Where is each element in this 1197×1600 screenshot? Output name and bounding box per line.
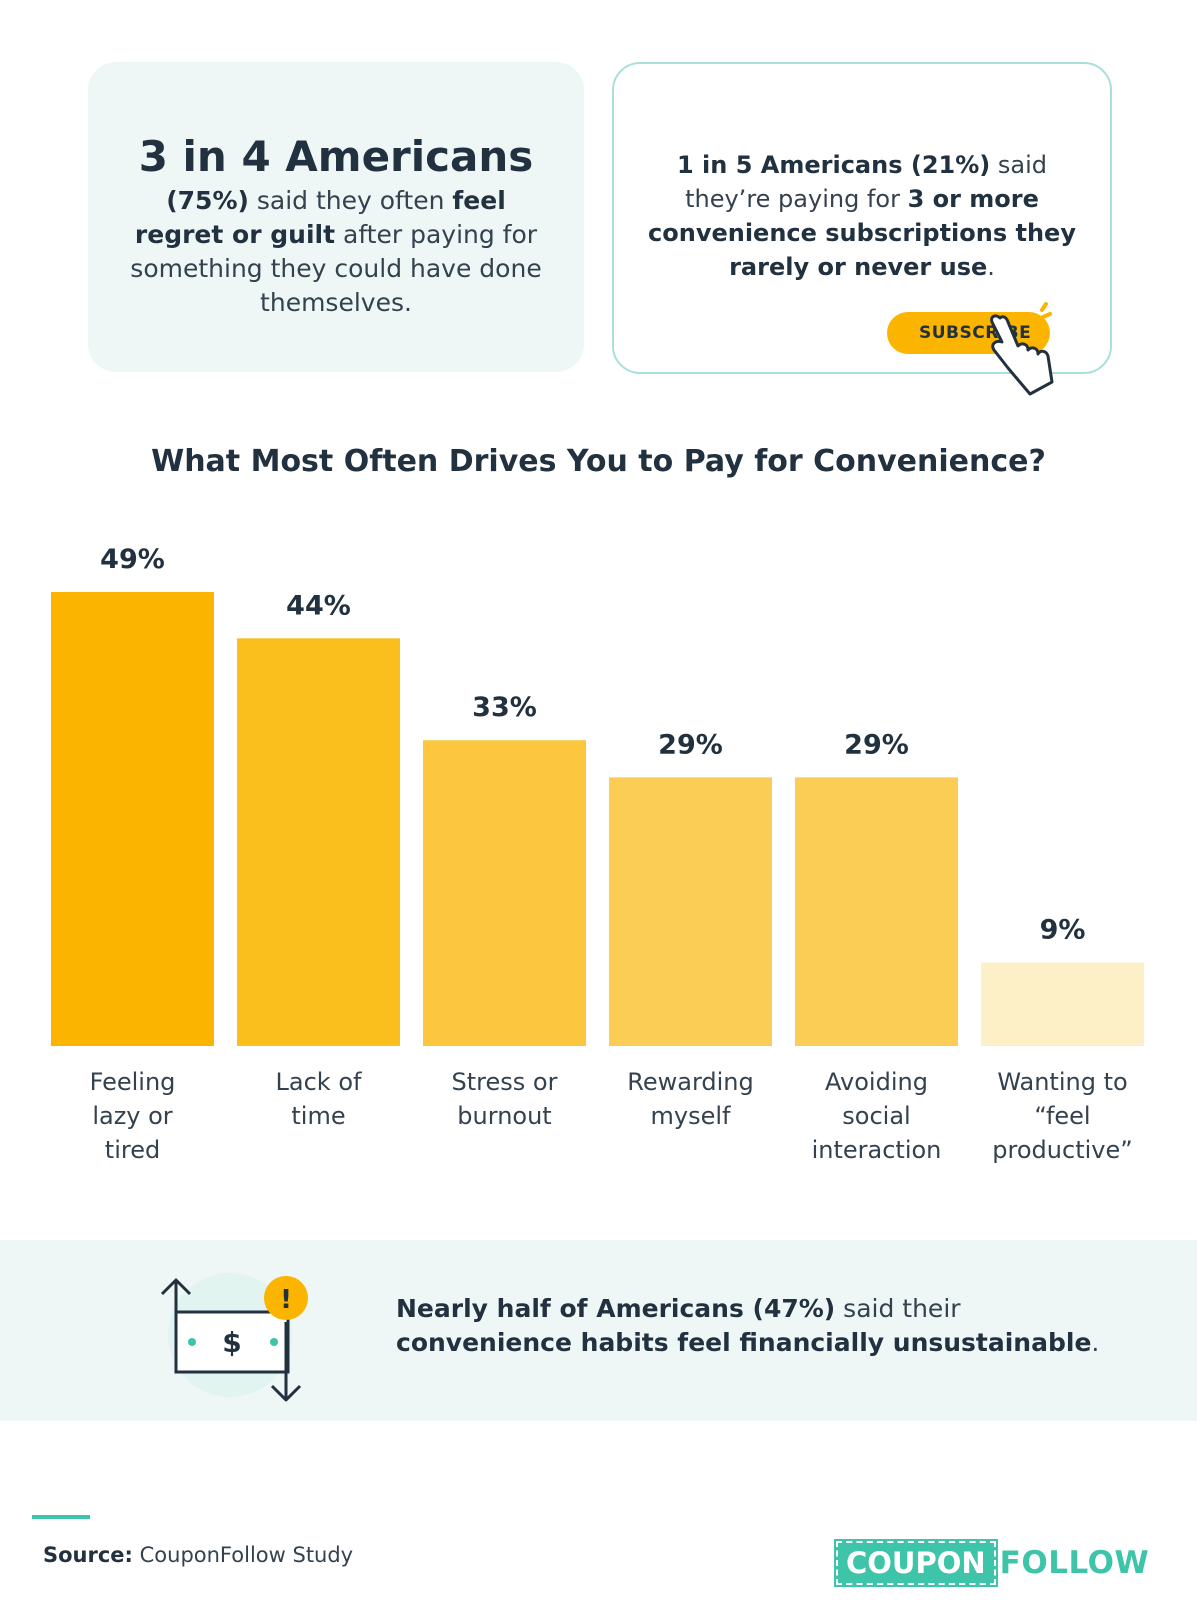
category-label-3-0: Rewarding xyxy=(627,1068,754,1096)
logo-follow-text: FOLLOW xyxy=(999,1545,1150,1581)
value-label-1: 44% xyxy=(286,590,351,621)
bar-1 xyxy=(237,638,400,1046)
category-label-2-1: burnout xyxy=(457,1102,551,1130)
source-note: Source: CouponFollow Study xyxy=(43,1543,354,1567)
stat-headline: 3 in 4 Americans xyxy=(138,132,534,181)
stat-card-regret: 3 in 4 Americans (75%) said they often f… xyxy=(88,62,584,372)
money-arrows-icon: $ ! xyxy=(160,1273,308,1402)
category-label-4-0: Avoiding xyxy=(825,1068,928,1096)
bar-3 xyxy=(609,777,772,1046)
category-label-5-1: “feel xyxy=(1034,1102,1090,1130)
stat-percent: (75%) xyxy=(166,186,249,215)
dollar-sign: $ xyxy=(222,1326,241,1359)
unsustainable-stat-text: Nearly half of Americans (47%) said thei… xyxy=(396,1294,1100,1357)
stat-card-subscriptions: 1 in 5 Americans (21%) said they’re payi… xyxy=(612,62,1112,374)
source-divider xyxy=(32,1515,90,1519)
alert-mark: ! xyxy=(280,1285,292,1315)
value-label-3: 29% xyxy=(658,729,723,760)
logo-coupon-text: COUPON xyxy=(834,1539,998,1587)
bar-0 xyxy=(51,592,214,1046)
category-label-3-1: myself xyxy=(651,1102,732,1130)
stat-description: (75%) said they often feel regret or gui… xyxy=(130,186,542,317)
category-label-0-2: tired xyxy=(105,1136,160,1164)
value-label-5: 9% xyxy=(1040,915,1086,946)
category-label-4-2: interaction xyxy=(812,1136,942,1164)
bar-2 xyxy=(423,740,586,1046)
subscription-stat-text: 1 in 5 Americans (21%) said they’re payi… xyxy=(648,151,1076,281)
category-label-5-0: Wanting to xyxy=(997,1068,1127,1096)
value-label-0: 49% xyxy=(100,544,165,575)
bar-5 xyxy=(981,962,1144,1046)
value-label-4: 29% xyxy=(844,729,909,760)
couponfollow-logo: COUPON FOLLOW xyxy=(834,1539,1150,1587)
chart-title: What Most Often Drives You to Pay for Co… xyxy=(151,444,1046,479)
category-label-1-0: Lack of xyxy=(276,1068,362,1096)
bar-chart: 49% Feeling lazy or tired 44% Lack of time 33% S… xyxy=(51,544,1144,1164)
category-label-1-1: time xyxy=(291,1102,345,1130)
category-label-0-0: Feeling xyxy=(90,1068,176,1096)
bar-4 xyxy=(795,777,958,1046)
category-label-0-1: lazy or xyxy=(92,1102,172,1130)
hand-cursor-icon xyxy=(990,302,1054,396)
category-label-4-1: social xyxy=(842,1102,910,1130)
value-label-2: 33% xyxy=(472,692,537,723)
category-label-5-2: productive” xyxy=(992,1136,1132,1164)
category-label-2-0: Stress or xyxy=(452,1068,558,1096)
